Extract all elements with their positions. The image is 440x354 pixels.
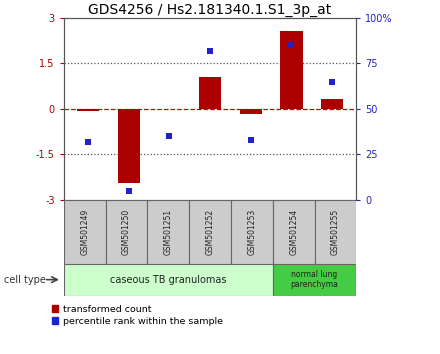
Text: GSM501255: GSM501255 (331, 209, 340, 255)
Bar (199, 77, 221, 109)
Text: cell type: cell type (4, 275, 46, 285)
Text: GSM501249: GSM501249 (80, 209, 89, 255)
Point (247, 137, 254, 143)
Point (207, 48, 214, 53)
Bar (321, 99, 343, 109)
Point (329, 79, 336, 84)
Title: GDS4256 / Hs2.181340.1.S1_3p_at: GDS4256 / Hs2.181340.1.S1_3p_at (88, 3, 332, 17)
Point (166, 133, 173, 139)
Bar (147, 200, 189, 264)
Bar (189, 200, 231, 264)
Bar (106, 200, 147, 264)
Text: caseous TB granulomas: caseous TB granulomas (110, 275, 227, 285)
Bar (239, 109, 262, 114)
Text: GSM501250: GSM501250 (122, 209, 131, 255)
Bar (273, 264, 356, 296)
Text: GSM501252: GSM501252 (205, 209, 215, 255)
Bar (117, 109, 140, 183)
Text: GSM501251: GSM501251 (164, 209, 173, 255)
Text: GSM501253: GSM501253 (247, 209, 257, 255)
Bar (64, 264, 273, 296)
Text: normal lung
parenchyma: normal lung parenchyma (291, 270, 338, 289)
Bar (64, 200, 106, 264)
Point (84, 139, 92, 144)
Bar (315, 200, 356, 264)
Point (125, 188, 132, 194)
Bar (280, 32, 303, 109)
Text: GSM501254: GSM501254 (289, 209, 298, 255)
Legend: transformed count, percentile rank within the sample: transformed count, percentile rank withi… (51, 304, 224, 327)
Bar (231, 200, 273, 264)
Bar (273, 200, 315, 264)
Bar (77, 109, 99, 111)
Point (288, 42, 295, 48)
